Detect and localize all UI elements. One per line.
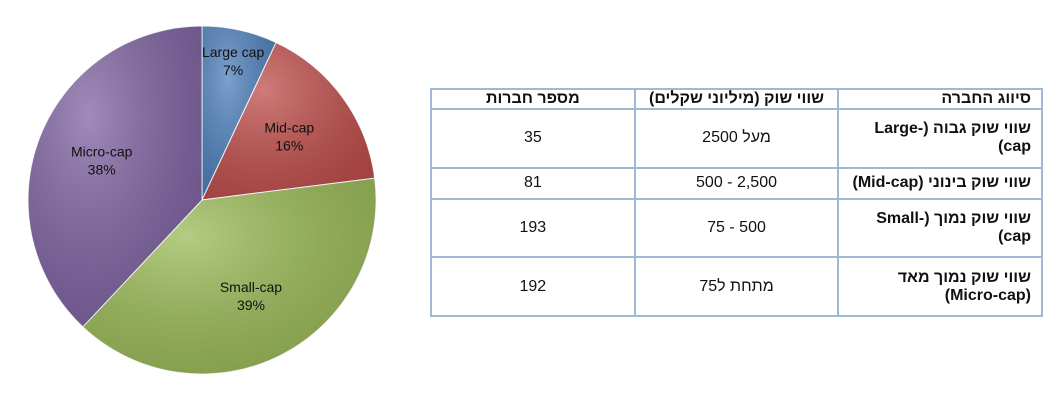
table-cell-classification: שווי שוק בינוני (Mid-cap)	[837, 166, 1043, 200]
column-header-company-count: מספר חברות	[430, 88, 636, 110]
pie-slice-shading	[82, 178, 377, 374]
table-header-row: סיווג החברה שווי שוק (מיליוני שקלים) מספ…	[430, 88, 1043, 110]
slice-label: Mid-cap	[264, 120, 314, 136]
table-cell-market-value: מעל 2500	[633, 108, 840, 169]
table-row: שווי שוק נמוך מאד (Micro-cap) מתחת ל75 1…	[430, 256, 1043, 317]
table-cell-company-count: 193	[430, 197, 636, 259]
table-cell-classification: שווי שוק נמוך (Small-cap)	[837, 197, 1043, 259]
table-cell-market-value: 2,500 - 500	[633, 166, 840, 200]
pie-chart: Large cap 7% Mid-cap 16% Small-cap 39% Micro-c…	[27, 25, 377, 375]
slice-label: Micro-cap	[71, 143, 133, 159]
pie-slice-shading	[28, 26, 203, 327]
column-header-market-value: שווי שוק (מיליוני שקלים)	[633, 88, 840, 110]
slice-value-label: 16%	[275, 138, 303, 154]
slice-label: Small-cap	[220, 279, 282, 295]
slice-label: Large cap	[202, 44, 264, 60]
table-cell-market-value: 500 - 75	[633, 197, 840, 259]
column-header-classification: סיווג החברה	[837, 88, 1043, 110]
table-cell-market-value: מתחת ל75	[633, 256, 840, 317]
pie-slice-shading	[202, 42, 375, 201]
table-row: שווי שוק בינוני (Mid-cap) 2,500 - 500 81	[430, 166, 1043, 200]
table-row: שווי שוק גבוה (Large-cap) מעל 2500 35	[430, 108, 1043, 169]
slice-value-label: 7%	[223, 62, 243, 78]
table-cell-company-count: 35	[430, 108, 636, 169]
pie-slice-shading	[202, 26, 277, 200]
table-cell-company-count: 81	[430, 166, 636, 200]
market-cap-table: סיווג החברה שווי שוק (מיליוני שקלים) מספ…	[430, 88, 1043, 317]
slice-value-label: 39%	[237, 297, 265, 313]
table-row: שווי שוק נמוך (Small-cap) 500 - 75 193	[430, 197, 1043, 259]
table-cell-classification: שווי שוק נמוך מאד (Micro-cap)	[837, 256, 1043, 317]
slice-value-label: 38%	[88, 161, 116, 177]
table-cell-company-count: 192	[430, 256, 636, 317]
table-cell-classification: שווי שוק גבוה (Large-cap)	[837, 108, 1043, 169]
